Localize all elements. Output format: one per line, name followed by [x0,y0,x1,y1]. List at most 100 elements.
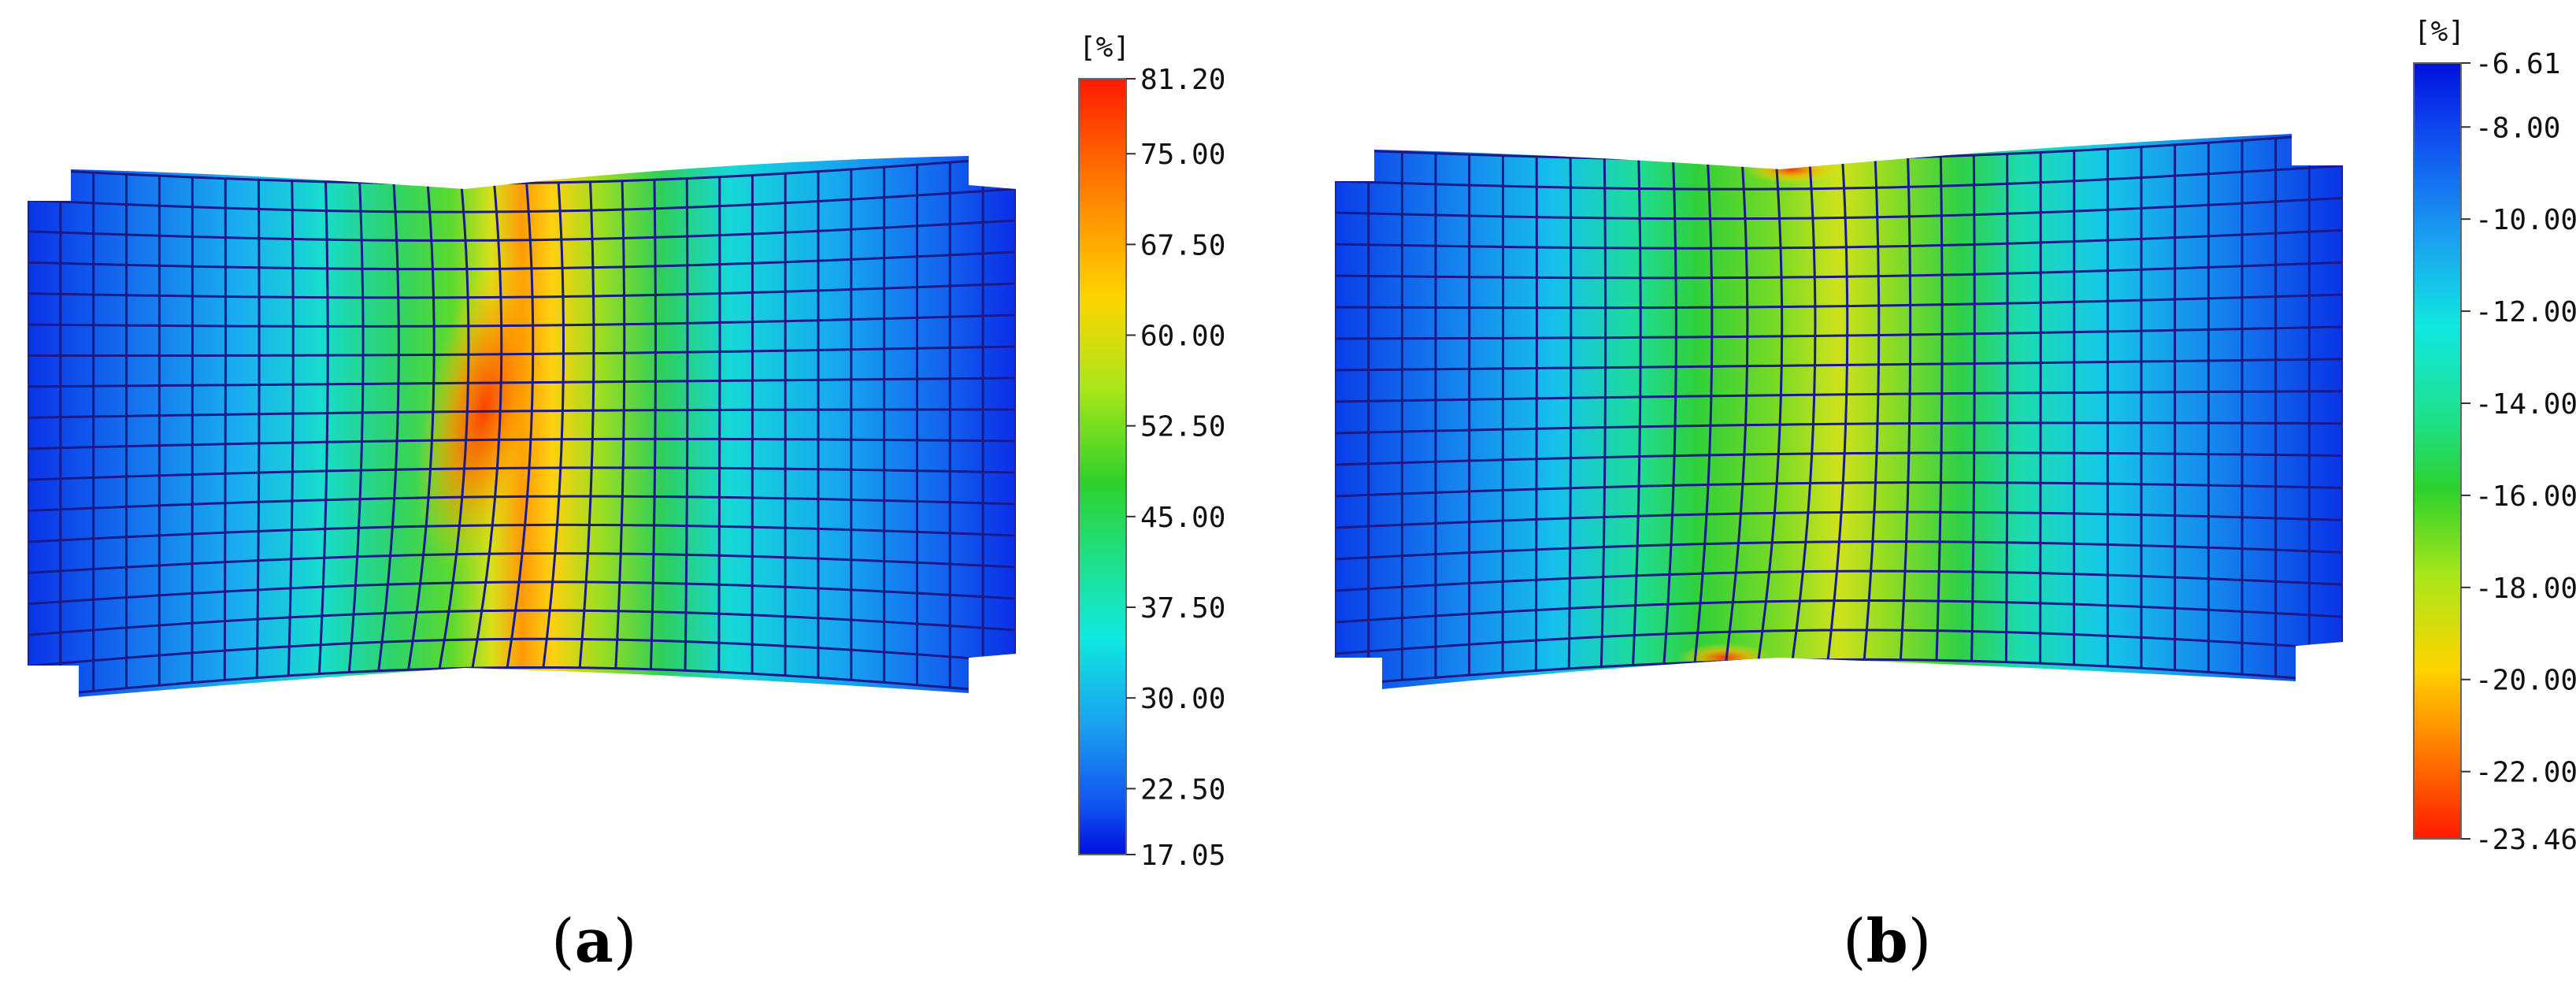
colorbar-tick-label: 67.50 [1140,229,1225,261]
mesh-line [28,552,1016,574]
mesh-line [1335,510,2343,529]
mesh-line [28,437,1016,451]
mesh-line [28,219,1016,242]
mesh-line [438,183,470,669]
mesh-line [1335,569,2343,592]
colorbar-tick-label: 52.50 [1140,411,1225,443]
colorbar-tick-label: -8.00 [2475,112,2560,144]
panel-a: [%] 81.20 75.00 67.50 60.00 52.50 45.00 37.50 3… [28,32,1225,976]
colorbar-tick-label: -12.00 [2475,296,2576,328]
colorbar-unit-b: [%] [2414,16,2465,48]
mesh-line [28,666,1016,697]
mesh-line [1632,158,1642,666]
mesh-line [614,180,626,669]
colorbar-unit-a: [%] [1079,32,1130,64]
mesh-line [2004,154,2009,662]
mesh-line [28,345,1016,357]
colorbar-tick-label: -6.61 [2475,48,2560,80]
mesh-line [1899,157,1912,660]
mesh-line [1335,293,2343,310]
mesh-line [506,183,535,668]
colorbar-tick-label: 17.05 [1140,840,1225,872]
mesh-line [1335,540,2343,561]
mesh-line [223,178,228,681]
colorbar-tick-label: -23.46 [2475,824,2576,856]
mesh-line [717,176,721,673]
colorbar-ticks-b: -6.61 -8.00 -10.00 -12.00 -14.00 -16.00 -18.00… [2461,48,2576,856]
mesh-line [28,495,1016,513]
caption-a: (a) [551,906,637,976]
colorbar-tick-label: -16.00 [2475,480,2576,513]
mesh-line [377,183,400,671]
mesh-line [1662,159,1677,664]
mesh-line [1335,421,2343,435]
deformed-mesh-b [1335,134,2343,689]
mesh-line [1335,358,2343,372]
colorbar-tick-label: 45.00 [1140,502,1225,534]
colorbar-tick-label: 30.00 [1140,683,1225,715]
mesh-line [28,408,1016,419]
mesh-line [1335,261,2343,280]
mesh-line [649,180,657,669]
colorbar-tick-label: 81.20 [1140,64,1225,96]
mesh-line [1335,599,2343,624]
colorbar-tick-label: 60.00 [1140,321,1225,353]
mesh-line [1863,158,1881,660]
colorbar-tick-label: -22.00 [2475,757,2576,789]
mesh-line [28,156,1016,185]
mesh-line [1757,159,1784,661]
colorbar-tick-label: -14.00 [2475,388,2576,421]
mesh-line [28,609,1016,636]
contour-plot-a: [%] 81.20 75.00 67.50 60.00 52.50 45.00 37.50 3… [28,32,1225,872]
mesh-line [28,376,1016,388]
mesh-line [684,178,689,671]
mesh-line [2039,152,2042,664]
mesh-line [1335,228,2343,250]
mesh-line [1335,390,2343,403]
mesh-line [28,313,1016,328]
mesh-line [317,181,329,674]
mesh-line [471,183,503,669]
panel-b: [%] -6.61 -8.00 -10.00 -12.00 -14.00 -16.00 -1… [1292,0,2576,1005]
colorbar-tick-label: 22.50 [1140,773,1225,806]
contour-plot-b: [%] -6.61 -8.00 -10.00 -12.00 -14.00 -16.00 -1… [1335,16,2576,856]
mesh-line [1725,159,1749,662]
mesh-line [1935,156,1944,661]
mesh-line [542,182,565,668]
mesh-line [1335,196,2343,221]
mesh-line [28,466,1016,481]
mesh-line [1335,164,2343,191]
colorbar-tick-label: 75.00 [1140,139,1225,171]
mesh-line [287,180,295,676]
mesh-line [28,250,1016,271]
mesh-line [1335,481,2343,498]
mesh-line [28,282,1016,299]
mesh-line [1791,159,1817,660]
mesh-line [1335,451,2343,466]
mesh-line [1335,325,2343,340]
mesh-line [1826,158,1849,660]
colorbar-tick-label: -10.00 [2475,204,2576,236]
mesh-line [1970,155,1976,662]
deformed-mesh-a [28,156,1016,697]
mesh-line [28,580,1016,606]
colorbar-tick-label: -18.00 [2475,573,2576,605]
mesh-line [28,523,1016,543]
mesh-line [578,181,595,669]
mesh-line [28,187,1016,213]
caption-b: (b) [1843,906,1932,976]
mesh-line [1335,629,2343,655]
mesh-line [1335,658,2343,687]
colorbar-tick-label: -20.00 [2475,665,2576,697]
mesh-line [1567,157,1573,669]
colorbar-a [1078,78,1127,855]
mesh-line [1693,159,1714,662]
colorbar-b [2413,62,2462,840]
mesh-line [407,183,436,669]
mesh-line [28,637,1016,668]
colorbar-tick-label: 37.50 [1140,592,1225,625]
mesh-line [1599,158,1607,667]
colorbar-ticks-a: 81.20 75.00 67.50 60.00 52.50 45.00 37.50 30.00… [1126,64,1225,872]
mesh-line [255,180,261,678]
mesh-line [347,182,365,673]
